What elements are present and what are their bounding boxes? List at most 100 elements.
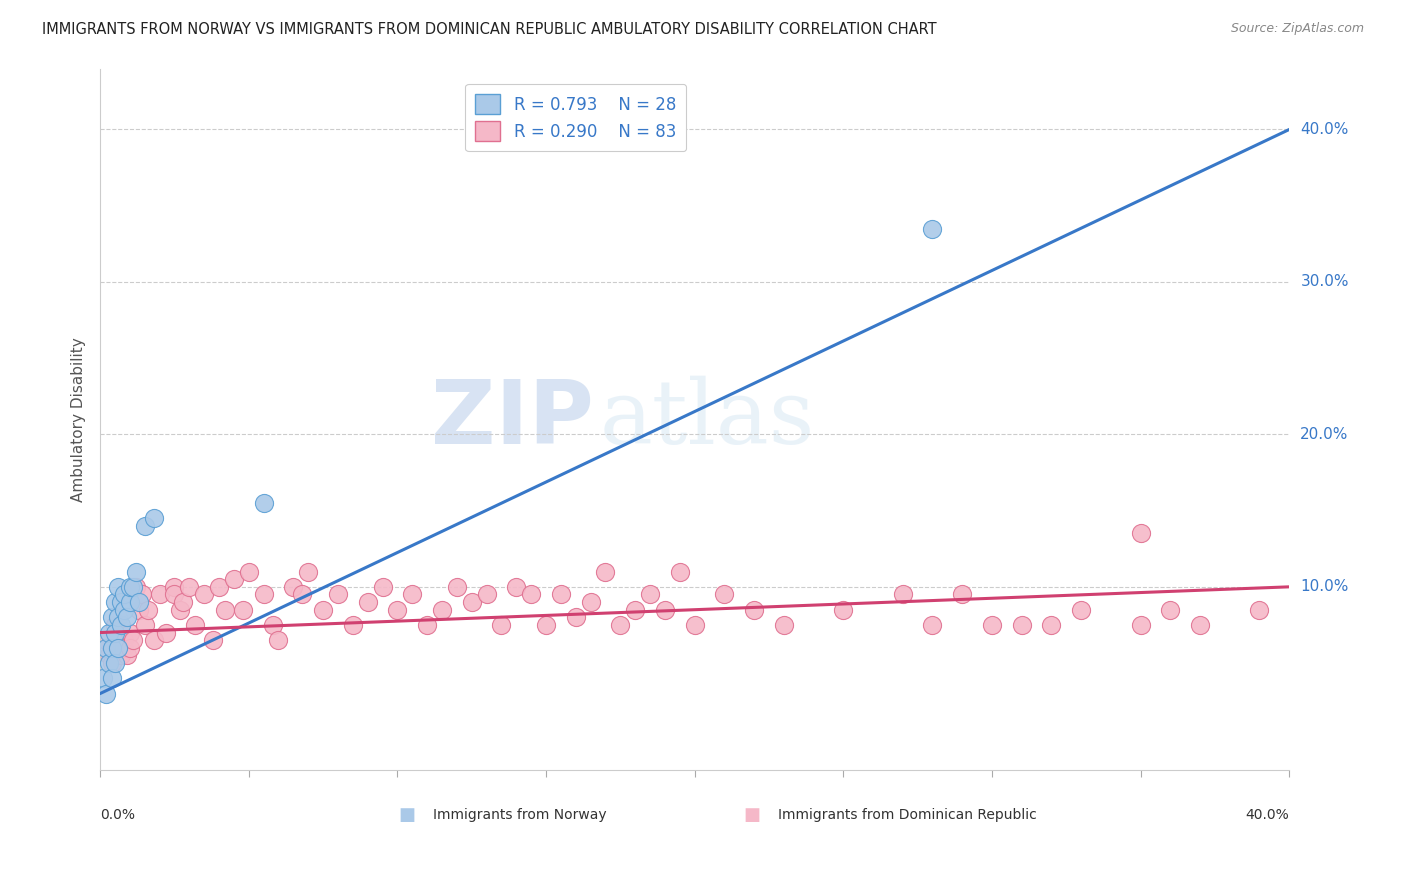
Point: [142, 511, 165, 525]
Point: [624, 603, 647, 617]
Point: [104, 656, 127, 670]
Point: [128, 595, 150, 609]
Point: [1011, 618, 1033, 632]
Point: [107, 625, 129, 640]
Point: [125, 580, 148, 594]
Point: [163, 580, 186, 594]
Text: Immigrants from Norway: Immigrants from Norway: [433, 808, 607, 822]
Point: [149, 587, 172, 601]
Point: [121, 633, 143, 648]
Point: [112, 640, 135, 655]
Point: [1129, 526, 1152, 541]
Text: 40.0%: 40.0%: [1301, 122, 1348, 137]
Point: [121, 580, 143, 594]
Point: [253, 496, 276, 510]
Text: atlas: atlas: [599, 376, 815, 463]
Point: [773, 618, 796, 632]
Point: [1249, 603, 1271, 617]
Point: [98, 625, 121, 640]
Point: [101, 610, 124, 624]
Text: 40.0%: 40.0%: [1246, 808, 1289, 822]
Point: [118, 595, 141, 609]
Point: [742, 603, 765, 617]
Point: [179, 580, 201, 594]
Point: [110, 595, 132, 609]
Point: [669, 565, 692, 579]
Point: [565, 610, 588, 624]
Point: [112, 633, 135, 648]
Point: [118, 625, 141, 640]
Point: [94, 687, 117, 701]
Point: [401, 587, 423, 601]
Text: 20.0%: 20.0%: [1301, 427, 1348, 442]
Point: [312, 603, 335, 617]
Point: [253, 587, 276, 601]
Legend: R = 0.793    N = 28, R = 0.290    N = 83: R = 0.793 N = 28, R = 0.290 N = 83: [465, 84, 686, 152]
Point: [238, 565, 260, 579]
Point: [184, 618, 207, 632]
Point: [713, 587, 735, 601]
Point: [101, 656, 124, 670]
Point: [981, 618, 1004, 632]
Point: [950, 587, 973, 601]
Point: [112, 587, 135, 601]
Point: [921, 618, 943, 632]
Text: 10.0%: 10.0%: [1301, 579, 1348, 594]
Point: [110, 618, 132, 632]
Point: [98, 648, 121, 663]
Point: [342, 618, 364, 632]
Y-axis label: Ambulatory Disability: Ambulatory Disability: [72, 337, 86, 501]
Point: [115, 648, 138, 663]
Text: Immigrants from Dominican Republic: Immigrants from Dominican Republic: [778, 808, 1036, 822]
Point: [430, 603, 453, 617]
Text: 30.0%: 30.0%: [1301, 275, 1348, 289]
Point: [101, 671, 124, 685]
Point: [891, 587, 914, 601]
Point: [101, 640, 124, 655]
Point: [416, 618, 439, 632]
Point: [115, 610, 138, 624]
Point: [107, 610, 129, 624]
Point: [134, 519, 156, 533]
Point: [1070, 603, 1092, 617]
Point: [297, 565, 319, 579]
Point: [387, 603, 409, 617]
Point: [208, 580, 231, 594]
Point: [475, 587, 498, 601]
Point: [520, 587, 543, 601]
Point: [683, 618, 706, 632]
Point: [595, 565, 617, 579]
Point: [654, 603, 676, 617]
Point: [118, 640, 141, 655]
Point: [357, 595, 380, 609]
Point: [291, 587, 314, 601]
Point: [638, 587, 661, 601]
Point: [326, 587, 349, 601]
Point: [1159, 603, 1181, 617]
Point: [107, 580, 129, 594]
Point: [91, 671, 114, 685]
Point: [172, 595, 194, 609]
Point: [371, 580, 394, 594]
Point: [283, 580, 305, 594]
Point: [128, 603, 150, 617]
Point: [107, 640, 129, 655]
Point: [125, 565, 148, 579]
Point: [118, 580, 141, 594]
Point: [1189, 618, 1212, 632]
Point: [579, 595, 602, 609]
Text: 0.0%: 0.0%: [100, 808, 135, 822]
Point: [169, 603, 191, 617]
Point: [110, 648, 132, 663]
Point: [104, 648, 127, 663]
Point: [267, 633, 290, 648]
Point: [94, 633, 117, 648]
Point: [534, 618, 557, 632]
Point: [98, 656, 121, 670]
Text: IMMIGRANTS FROM NORWAY VS IMMIGRANTS FROM DOMINICAN REPUBLIC AMBULATORY DISABILI: IMMIGRANTS FROM NORWAY VS IMMIGRANTS FRO…: [42, 22, 936, 37]
Point: [214, 603, 236, 617]
Point: [262, 618, 284, 632]
Point: [94, 640, 117, 655]
Point: [491, 618, 513, 632]
Text: ■: ■: [398, 806, 415, 824]
